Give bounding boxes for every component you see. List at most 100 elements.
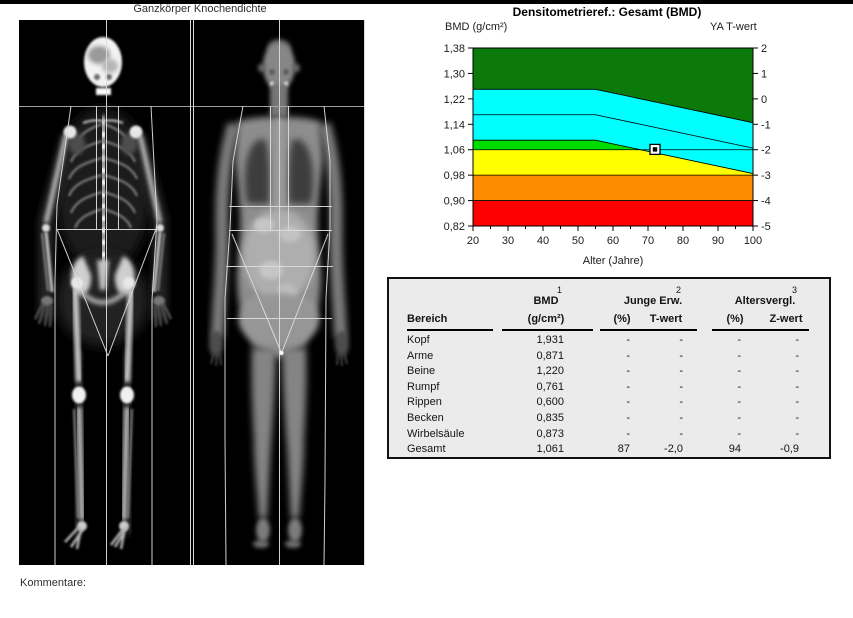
table-header-rule	[600, 329, 697, 331]
y-axis-left-label: BMD (g/cm²)	[445, 21, 508, 33]
table-cell: -	[737, 412, 741, 424]
x-tick-label: 70	[642, 235, 654, 247]
x-tick-label: 90	[712, 235, 724, 247]
table-cell: 0,600	[536, 396, 564, 409]
table-cell: 1,061	[536, 443, 564, 456]
table-cell: 87	[617, 443, 630, 456]
y-left-tick-label: 1,38	[444, 43, 465, 55]
table-cell: -	[626, 365, 630, 378]
table-cell: -	[737, 334, 741, 346]
table-header-altersvergl: Altersvergl.	[734, 295, 796, 307]
band-boundary-line	[473, 114, 754, 149]
roi-apex-marker	[279, 351, 284, 355]
y-left-tick-label: 0,82	[444, 221, 465, 233]
y-left-tick-label: 1,14	[444, 119, 465, 131]
table-superscript-3: 3	[791, 285, 797, 295]
x-tick-label: 80	[677, 235, 689, 247]
table-cell: -	[795, 365, 799, 378]
table-header-t-wert: T-wert	[649, 313, 683, 325]
y-left-tick-label: 0,90	[444, 196, 465, 208]
table-cell: -	[737, 380, 741, 393]
table-row-label: Beine	[407, 365, 436, 378]
leg-bones	[64, 287, 134, 550]
table-cell: -	[679, 334, 683, 346]
table-cell: 0,873	[536, 427, 564, 440]
table-header-je-pct: (%)	[613, 313, 631, 325]
table-superscript-1: 1	[556, 285, 562, 295]
table-cell: -0,9	[780, 443, 799, 456]
x-tick-label: 50	[572, 235, 584, 247]
x-axis-label: Alter (Jahre)	[582, 255, 644, 267]
table-cell: -	[679, 412, 683, 424]
skeleton-scan-image	[34, 37, 172, 550]
y-right-tick-label: 2	[761, 43, 767, 55]
table-row-label: Rippen	[407, 396, 442, 409]
table-cell: -	[795, 427, 799, 440]
table-row-label: Rumpf	[407, 380, 440, 393]
table-cell: -	[795, 396, 799, 409]
roi-overlay-lines	[19, 20, 365, 565]
table-row-label: Arme	[407, 349, 434, 362]
table-cell: -	[626, 380, 630, 393]
band-boundary-line	[473, 88, 754, 124]
spine	[99, 115, 108, 269]
table-cell: -	[795, 380, 799, 393]
table-cell: -	[795, 334, 799, 346]
x-tick-label: 100	[744, 235, 762, 247]
table-row-label: Becken	[407, 412, 444, 424]
y-left-tick-label: 1,06	[444, 145, 465, 157]
table-cell: -	[679, 349, 683, 362]
results-table: 1 2 3 BMD Junge Erw. Altersvergl. Bereich (g/cm…	[387, 277, 831, 459]
y-left-tick-label: 1,22	[444, 94, 465, 106]
y-axis-right-label: YA T-wert	[710, 21, 757, 33]
legs-soft-tissue	[251, 348, 307, 548]
table-header-rule	[407, 329, 493, 331]
table-cell: 0,761	[536, 380, 564, 393]
y-left-tick-label: 0,98	[444, 170, 465, 182]
x-tick-label: 30	[502, 235, 514, 247]
table-cell: -	[626, 396, 630, 409]
top-divider-bar	[0, 0, 853, 4]
table-row-label: Wirbelsäule	[407, 427, 465, 440]
table-cell: -	[679, 427, 683, 440]
bmd-reference-chart: 1,38 2 1,30 1 1,22 0 1,14 -1 1,06 -2 0,98 -3 0,90 -4 0…	[444, 43, 771, 247]
table-header-z-wert: Z-wert	[769, 313, 803, 325]
y-right-tick-label: 1	[761, 68, 767, 80]
table-cell: -	[679, 365, 683, 378]
table-cell: -	[795, 412, 799, 424]
table-cell: -	[626, 334, 630, 346]
table-cell: -	[795, 349, 799, 362]
table-cell: -	[737, 427, 741, 440]
y-right-tick-label: -5	[761, 221, 771, 233]
x-tick-label: 40	[537, 235, 549, 247]
y-left-tick-label: 1,30	[444, 68, 465, 80]
y-right-tick-label: -1	[761, 119, 771, 131]
table-header-av-pct: (%)	[726, 313, 744, 325]
lungs	[244, 139, 314, 204]
table-cell: 0,835	[536, 412, 564, 424]
x-tick-label: 20	[467, 235, 479, 247]
table-cell: -	[679, 396, 683, 409]
table-row-label: Gesamt	[407, 443, 446, 456]
table-header-bmd: BMD	[533, 295, 559, 307]
band-red	[473, 200, 753, 226]
band-boundary-line	[473, 139, 754, 174]
table-cell: -	[626, 427, 630, 440]
comments-label: Kommentare:	[20, 577, 87, 589]
x-tick-label: 60	[607, 235, 619, 247]
table-row-label: Kopf	[407, 334, 430, 346]
table-header-bereich: Bereich	[407, 313, 448, 325]
skull	[84, 37, 122, 118]
table-header-rule	[712, 329, 809, 331]
table-cell: -	[679, 380, 683, 393]
table-header-junge-erw: Junge Erw.	[623, 295, 683, 307]
table-cell: -2,0	[664, 443, 683, 456]
table-superscript-2: 2	[675, 285, 681, 295]
y-right-tick-label: -3	[761, 170, 771, 182]
table-cell: 94	[728, 443, 741, 456]
chart-title: Densitometrieref.: Gesamt (BMD)	[512, 5, 702, 19]
table-cell: 0,871	[536, 349, 564, 362]
table-header-gcm2: (g/cm²)	[527, 313, 565, 325]
y-right-tick-label: -4	[761, 196, 771, 208]
